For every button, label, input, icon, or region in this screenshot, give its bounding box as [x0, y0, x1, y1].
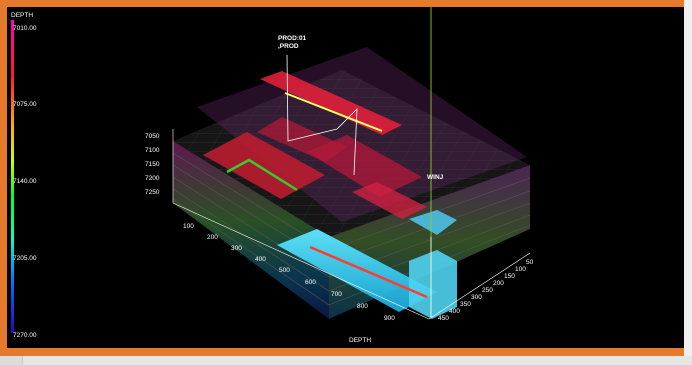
y-tick-7: 400: [449, 308, 460, 315]
z-tick-4: 7250: [145, 189, 160, 196]
z-tick-2: 7150: [145, 161, 160, 168]
x-tick-2: 300: [231, 245, 242, 252]
colorbar-label-0: 7010.00: [13, 25, 37, 32]
water-cells-injector-top: [409, 210, 457, 235]
x-tick-3: 400: [255, 256, 266, 263]
red-completion: [309, 245, 428, 299]
x-tick-4: 500: [279, 267, 290, 274]
y-tick-2: 150: [504, 273, 515, 280]
3d-viewport[interactable]: DEPTH 7010.00 7075.00 7140.00 7205.00 72…: [7, 7, 684, 348]
x-tick-5: 600: [305, 279, 316, 286]
y-tick-8: 450: [438, 315, 449, 322]
colorbar-title: DEPTH: [11, 12, 33, 19]
colorbar-label-4: 7270.00: [13, 332, 37, 339]
x-tick-0: 100: [183, 223, 194, 230]
z-axis: 7050 7100 7150 7200 7250: [145, 129, 174, 203]
x-tick-8: 900: [384, 315, 395, 322]
oil-cells-upper: [260, 71, 402, 135]
grid-front-left-face: [173, 141, 329, 319]
y-tick-0: 50: [526, 259, 534, 266]
injector-label[interactable]: WINJ: [427, 174, 444, 181]
colorbar: DEPTH 7010.00 7075.00 7140.00 7205.00 72…: [11, 12, 37, 339]
grid-layer-top: [197, 47, 527, 222]
colorbar-label-1: 7075.00: [13, 101, 37, 108]
colorbar-label-2: 7140.00: [13, 178, 37, 185]
green-completion: [226, 158, 298, 192]
producer-label-line2[interactable]: ,PROD: [278, 43, 299, 50]
y-tick-1: 100: [515, 266, 526, 273]
window-edge: [684, 0, 692, 358]
x-tick-6: 700: [331, 291, 342, 298]
oil-cells-left: [203, 132, 325, 199]
y-tick-6: 350: [460, 301, 471, 308]
producer-label-line1[interactable]: PROD:01: [278, 35, 307, 42]
colorbar-gradient: [11, 20, 14, 333]
y-tick-5: 300: [471, 294, 482, 301]
x-axis: 100 200 300 400 500 600 700 800 900 DEPT…: [172, 202, 430, 344]
z-tick-0: 7050: [145, 133, 160, 140]
oil-cells-right: [352, 182, 427, 219]
z-tick-3: 7200: [145, 175, 160, 182]
x-tick-1: 200: [207, 234, 218, 241]
water-cells-injector-base: [409, 250, 457, 319]
y-axis: 50 100 150 200 250 300 350 400 450: [428, 252, 534, 322]
reservoir-grid[interactable]: [172, 7, 531, 319]
panel-strip: [22, 356, 692, 365]
z-tick-1: 7100: [145, 147, 160, 154]
y-tick-4: 250: [482, 287, 493, 294]
producer-completion: [284, 92, 383, 132]
x-axis-label: DEPTH: [349, 337, 371, 344]
colorbar-label-3: 7205.00: [13, 255, 37, 262]
x-tick-7: 800: [357, 303, 368, 310]
y-tick-3: 200: [493, 280, 504, 287]
producer-well-trajectory: [286, 54, 358, 176]
oil-cells-mid: [307, 135, 422, 197]
